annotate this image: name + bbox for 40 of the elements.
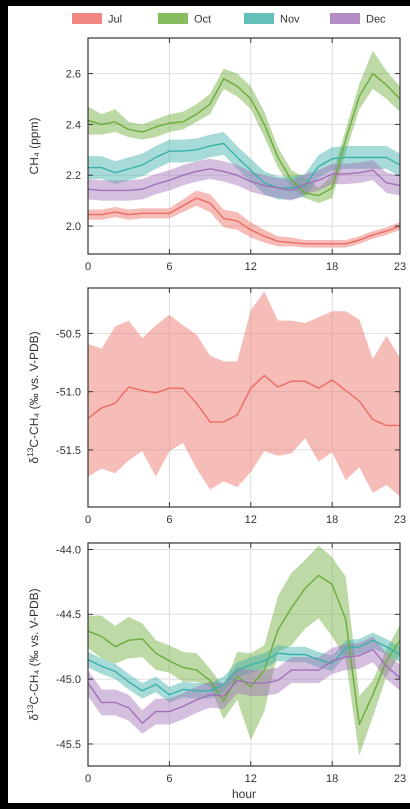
y-axis-title: CH₄ (ppm) <box>27 118 41 174</box>
x-tick-label: 0 <box>84 261 92 273</box>
line-series <box>88 168 400 192</box>
y-tick-label: -45.0 <box>56 674 81 686</box>
legend-label: Oct <box>194 13 212 26</box>
y-tick-label: -51.0 <box>56 386 81 399</box>
x-tick-label: 23 <box>394 514 406 526</box>
x-tick-label: 0 <box>84 773 92 785</box>
y-tick-label: -45.5 <box>56 738 81 751</box>
x-tick-label: 18 <box>326 773 338 785</box>
y-tick-label: 2.0 <box>66 220 81 233</box>
x-tick-label: 23 <box>394 773 406 785</box>
y-tick-label: -44.5 <box>56 609 81 622</box>
legend-label: Dec <box>366 13 386 26</box>
x-tick-label: 12 <box>244 514 257 526</box>
line-series <box>88 72 400 196</box>
y-tick-label: 2.4 <box>66 119 81 132</box>
line-series <box>88 374 400 426</box>
line-series <box>88 574 400 726</box>
x-tick-label: 0 <box>84 514 92 526</box>
x-tick-label: 12 <box>244 261 257 273</box>
line-series <box>88 640 400 696</box>
legend-label: Jul <box>108 13 122 26</box>
line-series <box>88 648 400 724</box>
x-tick-label: 23 <box>394 261 406 273</box>
x-tick-label: 6 <box>166 514 172 526</box>
x-tick-label: 12 <box>244 773 257 785</box>
y-tick-label: 2.2 <box>66 170 81 182</box>
y-tick-label: 2.6 <box>66 68 81 80</box>
line-series <box>88 197 400 245</box>
y-tick-label: -44.0 <box>56 544 81 556</box>
legend-label: Nov <box>280 13 300 26</box>
x-tick-label: 6 <box>166 261 172 273</box>
y-tick-label: -50.5 <box>56 328 81 340</box>
x-tick-label: 18 <box>326 261 338 273</box>
x-axis-title: hour <box>232 787 256 801</box>
x-tick-label: 6 <box>166 773 172 785</box>
y-tick-label: -51.5 <box>56 444 81 457</box>
x-tick-label: 18 <box>326 514 338 526</box>
line-series <box>88 142 400 189</box>
